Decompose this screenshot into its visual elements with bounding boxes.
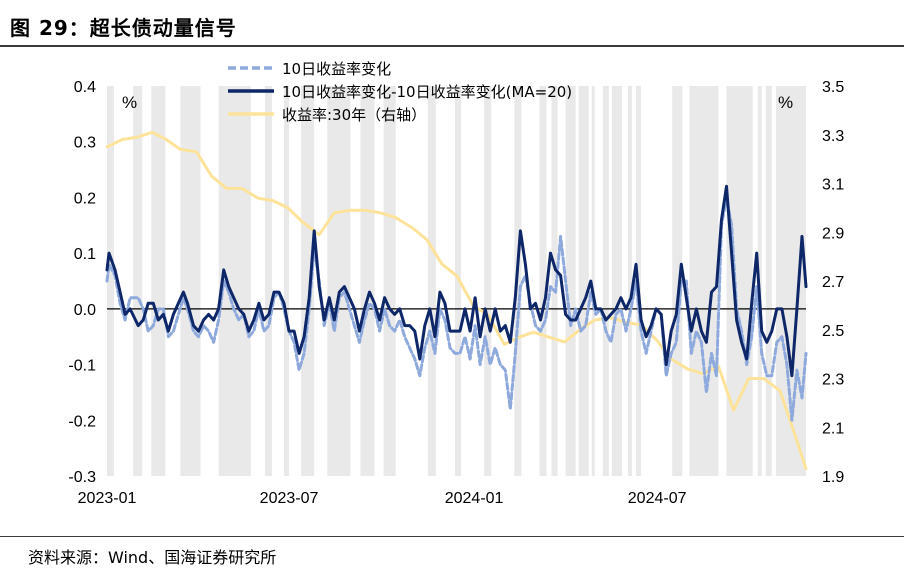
left-tick-label: 0.2	[74, 190, 96, 207]
source-rule	[0, 536, 904, 537]
shaded-period-15	[539, 86, 547, 476]
x-tick-label: 2023-01	[78, 490, 137, 507]
legend-label: 10日收益率变化	[282, 60, 391, 78]
shaded-period-16	[551, 86, 558, 476]
right-tick-label: 2.7	[822, 274, 844, 291]
left-tick-label: -0.2	[68, 413, 96, 430]
shaded-period-26	[726, 86, 753, 476]
legend-label: 10日收益率变化-10日收益率变化(MA=20)	[282, 83, 572, 101]
x-tick-label: 2024-01	[445, 490, 504, 507]
shaded-period-11	[427, 86, 436, 476]
shaded-period-9	[360, 86, 375, 476]
shaded-period-18	[578, 86, 589, 476]
x-tick-label: 2024-07	[628, 490, 687, 507]
shaded-period-19	[591, 86, 595, 476]
shaded-period-6	[284, 86, 290, 476]
shaded-period-25	[689, 86, 719, 476]
left-unit-label: %	[122, 93, 137, 112]
figure-title: 图 29：超长债动量信号	[10, 16, 237, 40]
shaded-period-7	[301, 86, 315, 476]
shaded-period-5	[264, 86, 272, 476]
shaded-period-28	[765, 86, 772, 476]
left-tick-label: -0.3	[68, 469, 96, 486]
shaded-period-2	[151, 86, 166, 476]
legend-label: 收益率:30年（右轴）	[282, 106, 426, 124]
title-rule	[0, 45, 904, 47]
series-30y-yield-line	[105, 130, 808, 471]
shaded-period-21	[611, 86, 622, 476]
right-tick-label: 3.1	[822, 177, 844, 194]
right-tick-label: 3.3	[822, 128, 844, 145]
right-axis-ticks: 3.5 3.3 3.1 2.9 2.7 2.5 2.3 2.1 1.9	[822, 79, 844, 486]
series-10d-minus-ma-line	[105, 184, 808, 378]
shaded-period-13	[484, 86, 492, 476]
right-tick-label: 2.3	[822, 372, 844, 389]
shaded-period-8	[327, 86, 351, 476]
left-axis-ticks: 0.4 0.3 0.2 0.1 0.0 -0.1 -0.2 -0.3	[68, 79, 96, 486]
right-tick-label: 2.9	[822, 225, 844, 242]
source-note: 资料来源：Wind、国海证券研究所	[28, 548, 277, 567]
left-tick-label: 0.1	[74, 246, 96, 263]
shaded-period-24	[672, 86, 683, 476]
series-lines	[105, 130, 808, 471]
left-tick-label: 0.0	[74, 302, 96, 319]
x-axis-ticks: 2023-01 2023-07 2024-01 2024-07	[78, 490, 687, 507]
shaded-period-0	[107, 86, 115, 476]
shaded-period-3	[180, 86, 201, 476]
shaded-period-17	[565, 86, 576, 476]
series-10d-change-line	[105, 195, 808, 422]
shaded-period-20	[602, 86, 609, 476]
left-tick-label: -0.1	[68, 358, 96, 375]
right-tick-label: 2.5	[822, 323, 844, 340]
momentum-chart: 0.4 0.3 0.2 0.1 0.0 -0.1 -0.2 -0.3 3.5 3.3 3.1 2.9…	[68, 60, 844, 507]
right-tick-label: 3.5	[822, 79, 844, 96]
shaded-period-22	[627, 86, 633, 476]
right-unit-label: %	[778, 93, 793, 112]
left-tick-label: 0.3	[74, 135, 96, 152]
shaded-period-1	[133, 86, 143, 476]
right-tick-label: 2.1	[822, 420, 844, 437]
legend: 10日收益率变化 10日收益率变化-10日收益率变化(MA=20) 收益率:30年（…	[228, 60, 572, 124]
shaded-periods	[107, 86, 806, 476]
left-tick-label: 0.4	[74, 79, 96, 96]
right-tick-label: 1.9	[822, 469, 844, 486]
shaded-period-10	[383, 86, 396, 476]
x-tick-label: 2023-07	[260, 490, 319, 507]
